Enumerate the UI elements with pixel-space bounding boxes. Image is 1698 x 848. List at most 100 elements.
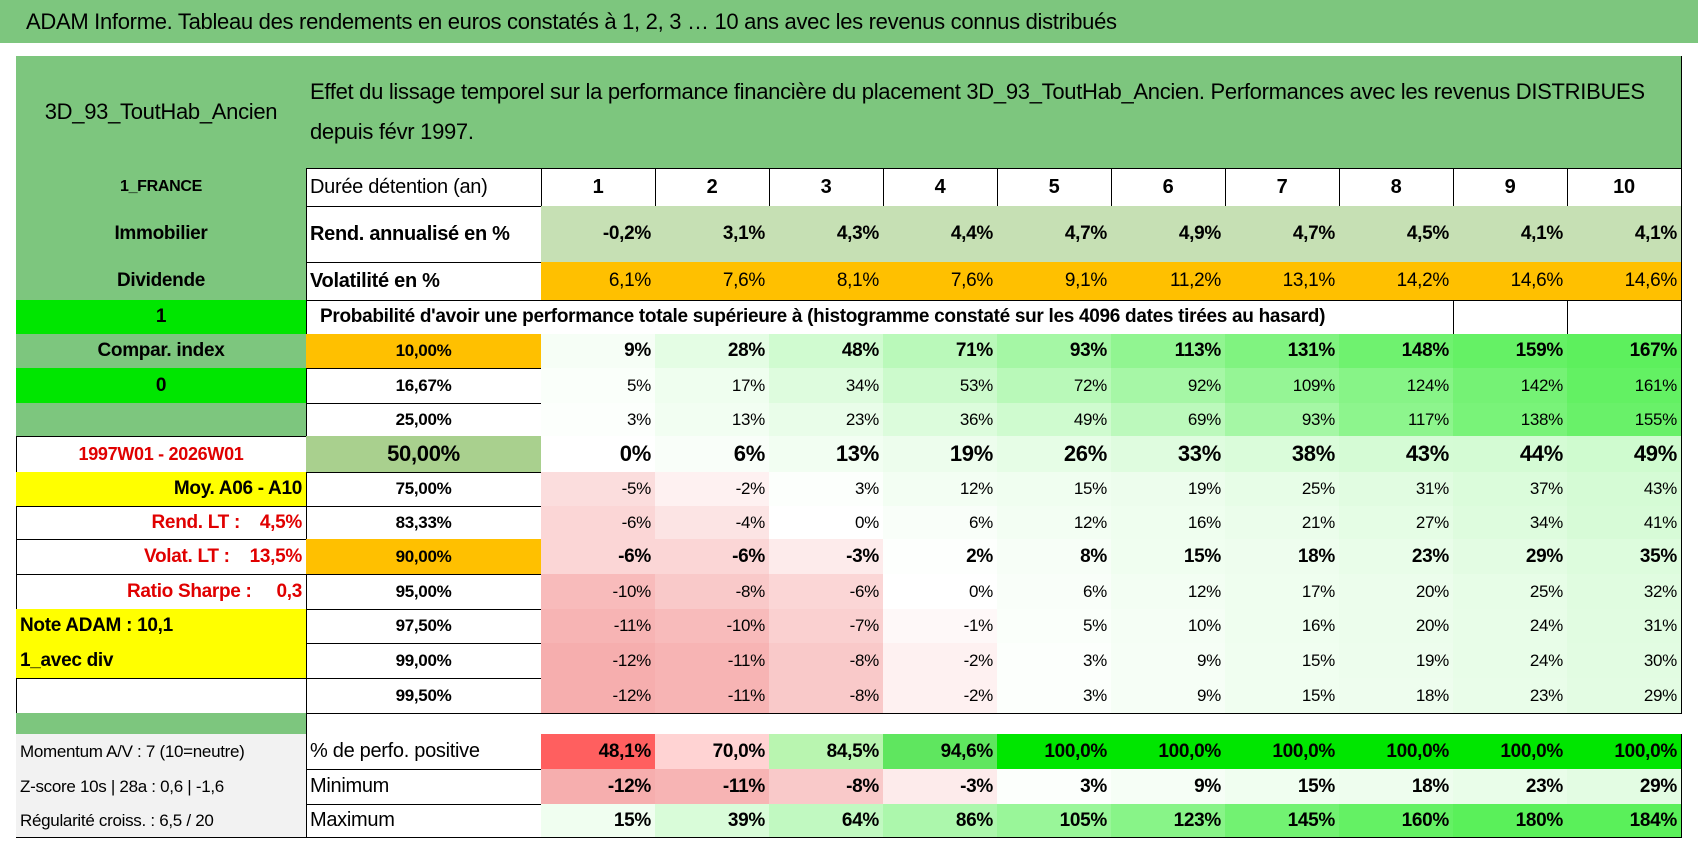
value-cell: 64% [769,804,884,838]
value-cell: -5% [541,472,656,507]
value-cell: 18% [1339,678,1454,714]
value-cell: 155% [1567,403,1682,437]
duration-header: 2 [655,168,770,207]
value-cell: -11% [655,678,770,714]
row-header: Minimum [306,769,542,805]
threshold: 99,00% [306,643,542,679]
row-label: 1_avec div [16,643,307,679]
value-cell: 145% [1225,804,1340,838]
value-cell: 8,1% [769,262,884,301]
value-cell: -10% [541,574,656,610]
value-cell: 138% [1453,403,1568,437]
value-cell: 28% [655,334,770,369]
value-cell: 100,0% [1339,734,1454,770]
value-cell: 34% [1453,506,1568,540]
threshold: 16,67% [306,368,542,404]
value-cell: 7,6% [883,262,998,301]
row-label: Moy. A06 - A10 [16,472,307,507]
value-cell: 23% [769,403,884,437]
value-cell: 3% [769,472,884,507]
value-cell: 24% [1453,643,1568,679]
row-label: Compar. index [16,334,307,369]
value-cell: 38% [1225,436,1340,473]
value-cell: 21% [1225,506,1340,540]
value-cell: -2% [655,472,770,507]
value-cell: 4,3% [769,206,884,263]
value-cell: -3% [883,769,998,805]
value-cell: -2% [883,643,998,679]
value-cell: 8% [997,539,1112,575]
duration-header: 1 [541,168,656,207]
value-cell: 93% [1225,403,1340,437]
row-label: Z-score 10s | 28a : 0,6 | -1,6 [16,769,307,805]
value-cell: 12% [997,506,1112,540]
value-cell: 69% [1111,403,1226,437]
value-cell: 33% [1111,436,1226,473]
value-cell: 48% [769,334,884,369]
value-cell: 0% [769,506,884,540]
value-cell: 26% [997,436,1112,473]
value-cell: 4,7% [1225,206,1340,263]
spacer [16,713,307,734]
row-label [16,678,307,714]
value-cell: 16% [1225,609,1340,644]
value-cell: -6% [655,539,770,575]
value-cell: 167% [1567,334,1682,369]
value-cell: 24% [1453,609,1568,644]
value-cell: -8% [769,678,884,714]
value-cell: 100,0% [1225,734,1340,770]
value-cell: 100,0% [1453,734,1568,770]
value-cell: 18% [1339,769,1454,805]
value-cell: 3% [541,403,656,437]
value-cell: 39% [655,804,770,838]
value-cell: 19% [1339,643,1454,679]
value-cell: 117% [1339,403,1454,437]
row-header: Durée détention (an) [306,168,542,207]
duration-header: 9 [1453,168,1568,207]
value-cell: 12% [883,472,998,507]
value-cell: -11% [655,769,770,805]
value-cell: 25% [1453,574,1568,610]
value-cell: 20% [1339,609,1454,644]
duration-header: 4 [883,168,998,207]
value-cell: -8% [769,769,884,805]
value-cell: 84,5% [769,734,884,770]
row-label: Ratio Sharpe : 0,3 [16,574,307,610]
threshold: 83,33% [306,506,542,540]
section-caption: Probabilité d'avoir une performance tota… [306,300,1454,335]
value-cell: 23% [1339,539,1454,575]
value-cell: 4,5% [1339,206,1454,263]
value-cell: 4,4% [883,206,998,263]
value-cell: 14,2% [1339,262,1454,301]
placement-name: 3D_93_ToutHab_Ancien [16,56,307,169]
value-cell: 100,0% [997,734,1112,770]
value-cell: 161% [1567,368,1682,404]
value-cell: 44% [1453,436,1568,473]
value-cell: -0,2% [541,206,656,263]
value-cell: 18% [1225,539,1340,575]
value-cell: 31% [1339,472,1454,507]
value-cell: 148% [1339,334,1454,369]
row-header: % de perfo. positive [306,734,542,770]
value-cell: -11% [655,643,770,679]
value-cell: 13,1% [1225,262,1340,301]
value-cell: 25% [1225,472,1340,507]
value-cell: 15% [1225,643,1340,679]
duration-header: 7 [1225,168,1340,207]
value-cell: 0% [883,574,998,610]
value-cell: 37% [1453,472,1568,507]
duration-header: 6 [1111,168,1226,207]
value-cell: 49% [1567,436,1682,473]
row-label: Régularité croiss. : 6,5 / 20 [16,804,307,838]
value-cell: 4,1% [1453,206,1568,263]
value-cell: -4% [655,506,770,540]
value-cell: 29% [1567,769,1682,805]
threshold: 90,00% [306,539,542,575]
value-cell: 29% [1567,678,1682,714]
value-cell: 124% [1339,368,1454,404]
row-label: Dividende [16,262,307,301]
value-cell: 31% [1567,609,1682,644]
value-cell: 27% [1339,506,1454,540]
value-cell: 43% [1567,472,1682,507]
